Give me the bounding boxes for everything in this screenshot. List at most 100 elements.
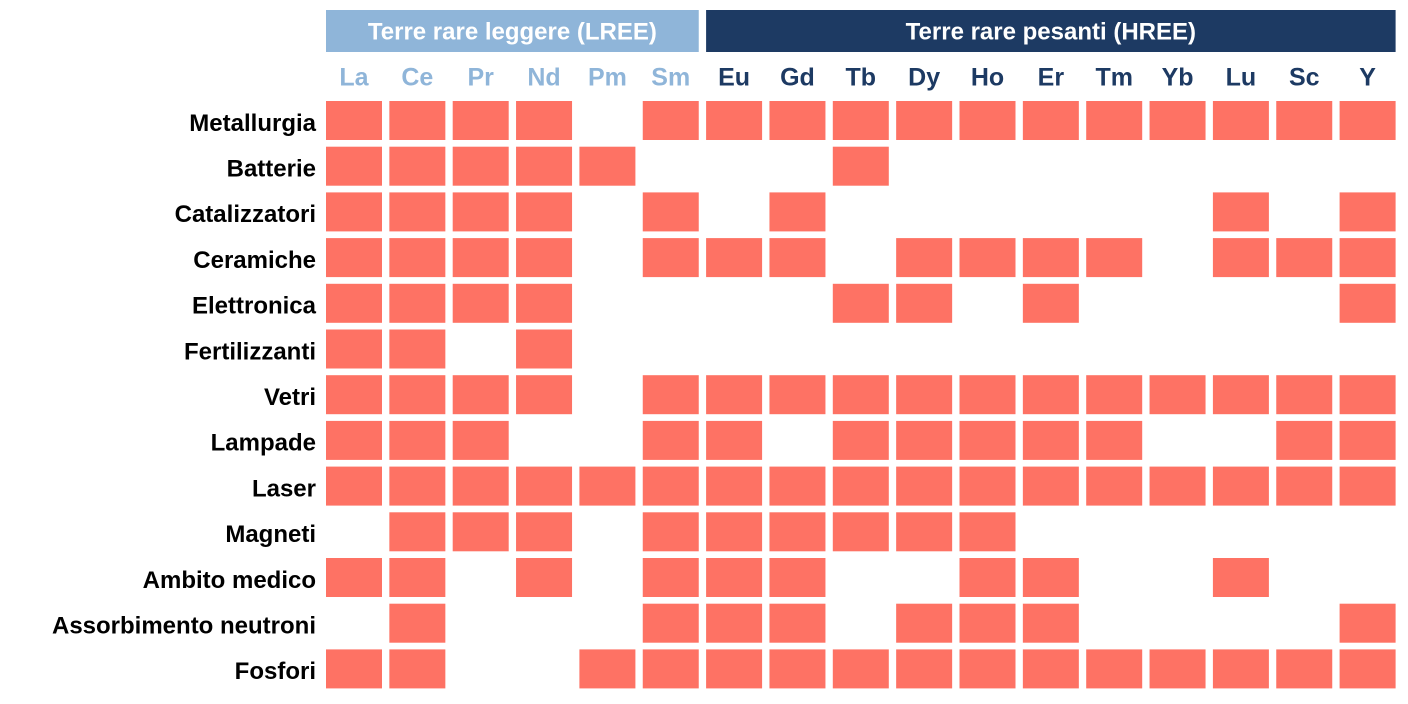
row-label: Magneti: [225, 521, 316, 548]
cell: [452, 375, 509, 415]
cell: [1213, 147, 1269, 186]
cell: [896, 466, 953, 506]
cell: [453, 330, 509, 369]
cell: [643, 147, 699, 186]
cell: [579, 604, 635, 643]
cell: [959, 101, 1016, 140]
cell: [960, 192, 1016, 231]
cell: [516, 146, 573, 186]
cell: [326, 558, 382, 597]
cell: [453, 558, 509, 597]
cell: [706, 649, 763, 689]
cell: [642, 558, 699, 597]
cell: [832, 101, 889, 140]
cell: [706, 466, 763, 506]
row-label: Laser: [252, 475, 316, 502]
cell: [642, 420, 699, 460]
cell: [516, 192, 573, 232]
cell: [706, 101, 763, 140]
cell: [769, 147, 825, 186]
cell: [769, 192, 826, 232]
cell: [516, 466, 573, 506]
column-label: Tm: [1095, 64, 1133, 92]
cell: [516, 649, 572, 688]
row-label: Ambito medico: [143, 567, 316, 594]
cell: [453, 604, 509, 643]
cell: [1339, 192, 1396, 232]
cell: [1339, 238, 1396, 278]
cell: [1339, 283, 1396, 323]
row-label: Fertilizzanti: [184, 338, 316, 365]
cell: [1276, 512, 1332, 551]
cell: [1022, 649, 1079, 689]
cell: [959, 512, 1016, 552]
cell: [706, 375, 763, 415]
cell: [579, 375, 635, 414]
cell: [389, 420, 446, 460]
cell: [706, 558, 763, 597]
cell: [579, 284, 635, 323]
cell: [1022, 420, 1079, 460]
cell: [959, 558, 1016, 597]
column-label: Sc: [1289, 64, 1320, 92]
cell: [389, 329, 446, 369]
cell: [959, 603, 1016, 643]
cell: [832, 420, 889, 460]
cell: [1022, 466, 1079, 506]
cell: [960, 147, 1016, 186]
cell: [1086, 558, 1142, 597]
cell: [579, 330, 635, 369]
cell: [1213, 512, 1269, 551]
cell: [326, 101, 382, 140]
row-label: Assorbimento neutroni: [52, 613, 316, 640]
column-label: Ce: [401, 64, 433, 92]
cell: [1276, 558, 1332, 597]
cell: [896, 147, 952, 186]
cell: [326, 466, 382, 506]
cell: [960, 284, 1016, 323]
cell: [1149, 101, 1206, 140]
cell: [896, 420, 953, 460]
cell: [1023, 192, 1079, 231]
column-label: Pr: [467, 64, 494, 92]
cell: [1022, 375, 1079, 415]
cell: [832, 146, 889, 186]
cell: [1022, 283, 1079, 323]
cell: [833, 558, 889, 597]
cell: [1339, 603, 1396, 643]
cell: [1213, 330, 1269, 369]
cell: [833, 238, 889, 277]
cell: [516, 101, 573, 140]
cell: [516, 329, 573, 369]
cell: [642, 192, 699, 232]
cell: [769, 466, 826, 506]
cell: [579, 512, 635, 551]
cell: [1276, 375, 1333, 415]
cell: [389, 146, 446, 186]
cell: [1212, 649, 1269, 689]
cell: [896, 238, 953, 278]
column-label: Nd: [527, 64, 560, 92]
cell: [452, 101, 509, 140]
cell: [452, 238, 509, 278]
cell: [706, 147, 762, 186]
cell: [1086, 101, 1143, 140]
cell: [642, 466, 699, 506]
cell: [769, 101, 826, 140]
cell: [1150, 512, 1206, 551]
column-label: Ho: [971, 64, 1004, 92]
row-label: Ceramiche: [193, 247, 316, 274]
cell: [326, 329, 382, 369]
cell: [1340, 558, 1396, 597]
cell: [642, 512, 699, 552]
cell: [896, 101, 953, 140]
cell: [1086, 147, 1142, 186]
cell: [579, 466, 636, 506]
cell: [1149, 375, 1206, 415]
cell: [959, 649, 1016, 689]
cell: [516, 238, 573, 278]
cell: [959, 466, 1016, 506]
column-label: Lu: [1226, 64, 1257, 92]
cell: [1023, 147, 1079, 186]
cell: [959, 375, 1016, 415]
